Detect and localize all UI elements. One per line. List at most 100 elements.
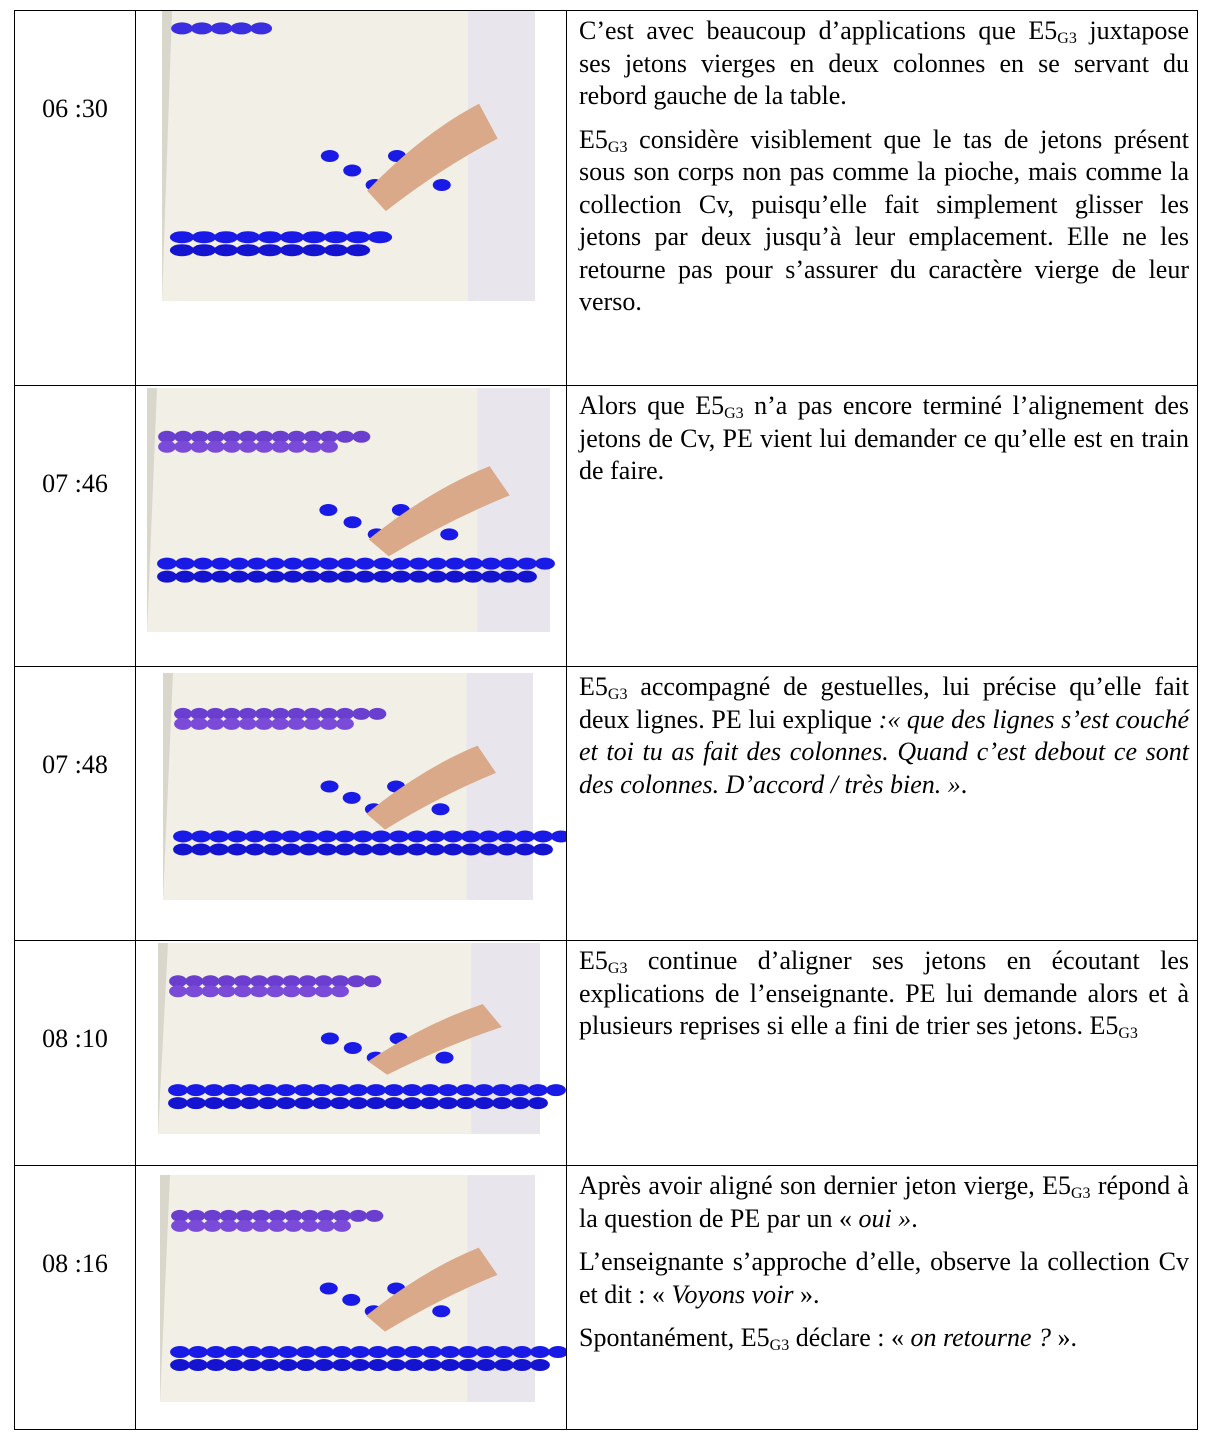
token — [188, 1359, 208, 1372]
token — [432, 1305, 451, 1318]
token — [222, 440, 241, 453]
token — [266, 985, 285, 998]
token — [320, 1032, 339, 1045]
token — [386, 1346, 406, 1359]
token — [366, 1097, 386, 1110]
text-run: Après avoir aligné son dernier jeton vie… — [579, 1171, 1071, 1200]
timestamp: 07 :48 — [42, 750, 108, 779]
token — [222, 1097, 242, 1110]
token — [206, 1346, 226, 1359]
token — [235, 1219, 254, 1232]
token — [368, 707, 387, 720]
token — [533, 843, 553, 856]
token — [240, 1097, 260, 1110]
token — [193, 570, 213, 583]
token — [336, 707, 354, 720]
token — [252, 1219, 270, 1232]
timestamp: 08 :10 — [42, 1024, 108, 1053]
token — [320, 780, 339, 793]
token — [368, 1359, 388, 1372]
token — [303, 717, 322, 730]
token — [402, 1097, 422, 1110]
text-run: :« que des lignes s’est couché et toi tu… — [579, 704, 1189, 799]
image-cell — [135, 940, 567, 1166]
token — [283, 570, 303, 583]
token — [476, 1359, 496, 1372]
token — [420, 1097, 440, 1110]
token — [238, 707, 257, 720]
hand — [368, 466, 510, 557]
token — [242, 1346, 262, 1359]
token — [171, 1209, 189, 1222]
token — [206, 1359, 226, 1372]
token — [342, 791, 361, 804]
token — [345, 231, 371, 244]
token — [191, 231, 217, 244]
token — [312, 1097, 332, 1110]
table-row: 07 :48 E5G3 accompagné de gestuelles, lui… — [14, 666, 1198, 941]
text-run: déclare : « — [789, 1323, 911, 1352]
time-cell: 07 :48 — [14, 666, 136, 941]
token — [255, 430, 274, 443]
token — [278, 1346, 298, 1359]
token — [219, 1209, 238, 1222]
token — [515, 843, 535, 856]
token — [187, 1219, 206, 1232]
time-cell: 07 :46 — [14, 385, 136, 667]
token — [350, 1346, 370, 1359]
token — [331, 975, 349, 988]
token — [281, 830, 301, 843]
token — [425, 843, 445, 856]
text-run: ». — [793, 1279, 820, 1309]
paragraph: E5G3 continue d’aligner ses jetons en éc… — [579, 945, 1189, 1043]
token — [528, 1084, 548, 1097]
token — [185, 985, 204, 998]
token — [355, 557, 375, 570]
video-frame — [160, 1175, 566, 1402]
token — [355, 570, 375, 583]
token — [319, 570, 339, 583]
token — [427, 557, 447, 570]
token — [463, 557, 483, 570]
text-run: accompagné de gestuelles, lui précise qu… — [579, 672, 1189, 734]
token — [174, 430, 193, 443]
token — [499, 570, 519, 583]
token — [314, 1359, 334, 1372]
token — [479, 843, 499, 856]
token — [348, 1084, 368, 1097]
token — [287, 717, 306, 730]
token — [278, 1359, 298, 1372]
token — [250, 985, 268, 998]
token — [158, 430, 176, 443]
token — [169, 985, 187, 998]
token — [283, 557, 303, 570]
text-run: Alors que E5 — [579, 391, 725, 420]
token — [245, 830, 265, 843]
token — [330, 1084, 350, 1097]
token — [227, 830, 247, 843]
token — [204, 1084, 224, 1097]
token — [301, 557, 321, 570]
token — [528, 1097, 548, 1110]
token — [258, 1097, 278, 1110]
token — [300, 1209, 319, 1222]
token — [258, 1084, 278, 1097]
token — [438, 1097, 458, 1110]
token — [168, 1084, 188, 1097]
token — [265, 557, 285, 570]
token — [365, 1209, 384, 1222]
token — [186, 1084, 206, 1097]
token — [260, 1359, 280, 1372]
paragraph: Après avoir aligné son dernier jeton vie… — [579, 1170, 1189, 1235]
token — [492, 1084, 512, 1097]
token — [190, 717, 209, 730]
token — [263, 843, 283, 856]
token — [294, 1084, 314, 1097]
token — [235, 231, 261, 244]
token — [224, 1359, 244, 1372]
text-run: Spontanément, E5 — [579, 1323, 770, 1352]
token — [314, 985, 333, 998]
token — [422, 1346, 442, 1359]
token — [175, 557, 195, 570]
token — [203, 1209, 222, 1222]
